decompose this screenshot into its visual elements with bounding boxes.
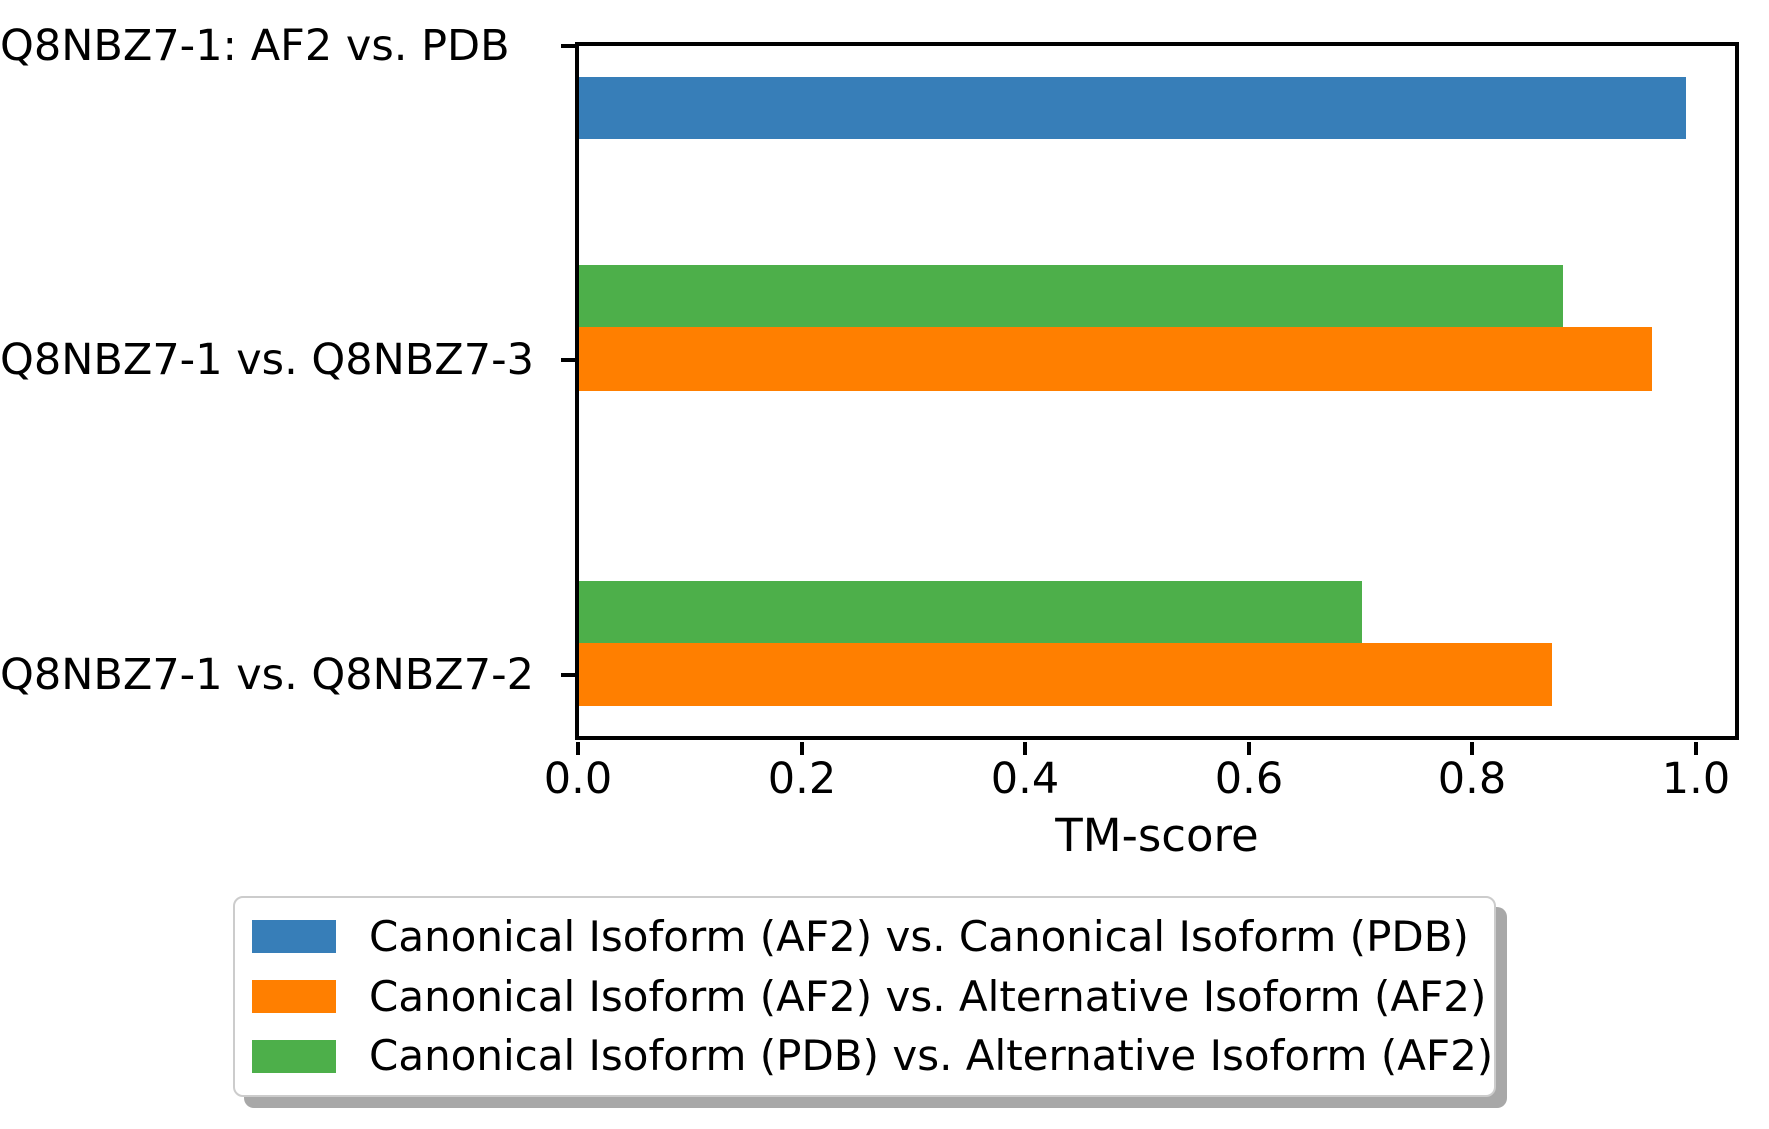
bar-canonical-af2-vs-canonical-pdb xyxy=(579,77,1686,139)
legend-label-orange: Canonical Isoform (AF2) vs. Alternative … xyxy=(369,971,1487,1021)
y-axis-label-q8nbz7-2: Q8NBZ7-1 vs. Q8NBZ7-2 xyxy=(0,650,534,700)
y-axis-label-q8nbz7-3: Q8NBZ7-1 vs. Q8NBZ7-3 xyxy=(0,335,534,385)
y-tick-mark-2 xyxy=(561,358,576,362)
bar-canonical-af2-vs-alt-af2-isoform3 xyxy=(579,327,1652,391)
bar-canonical-pdb-vs-alt-af2-isoform3 xyxy=(579,265,1563,327)
y-tick-mark-3 xyxy=(561,673,576,677)
x-tick-label-0.4: 0.4 xyxy=(990,754,1060,804)
x-tick-mark-1.0 xyxy=(1694,742,1698,755)
x-tick-label-0.0: 0.0 xyxy=(543,754,613,804)
legend-swatch-blue xyxy=(252,920,336,954)
x-tick-label-0.2: 0.2 xyxy=(767,754,837,804)
legend: Canonical Isoform (AF2) vs. Canonical Is… xyxy=(233,896,1496,1097)
bar-canonical-pdb-vs-alt-af2-isoform2 xyxy=(579,581,1362,643)
legend-row-green: Canonical Isoform (PDB) vs. Alternative … xyxy=(252,1031,1493,1081)
x-tick-label-0.8: 0.8 xyxy=(1437,754,1507,804)
legend-row-blue: Canonical Isoform (AF2) vs. Canonical Is… xyxy=(252,912,1484,962)
x-tick-mark-0.2 xyxy=(800,742,804,755)
x-tick-mark-0.6 xyxy=(1247,742,1251,755)
x-tick-mark-0.8 xyxy=(1470,742,1474,755)
legend-swatch-orange xyxy=(252,980,336,1013)
bar-canonical-af2-vs-alt-af2-isoform2 xyxy=(579,643,1552,706)
y-axis-label-af2-vs-pdb: Q8NBZ7-1: AF2 vs. PDB xyxy=(0,21,510,71)
x-axis-title: TM-score xyxy=(1055,809,1259,862)
legend-row-orange: Canonical Isoform (AF2) vs. Alternative … xyxy=(252,971,1487,1022)
x-tick-label-0.6: 0.6 xyxy=(1214,754,1284,804)
x-tick-label-1.0: 1.0 xyxy=(1661,754,1731,804)
x-tick-mark-0.4 xyxy=(1023,742,1027,755)
plot-area xyxy=(575,42,1739,740)
legend-label-blue: Canonical Isoform (AF2) vs. Canonical Is… xyxy=(369,911,1469,961)
legend-label-green: Canonical Isoform (PDB) vs. Alternative … xyxy=(369,1031,1494,1081)
legend-swatch-green xyxy=(252,1039,336,1073)
x-tick-mark-0.0 xyxy=(576,742,580,755)
y-tick-mark-1 xyxy=(561,44,576,48)
